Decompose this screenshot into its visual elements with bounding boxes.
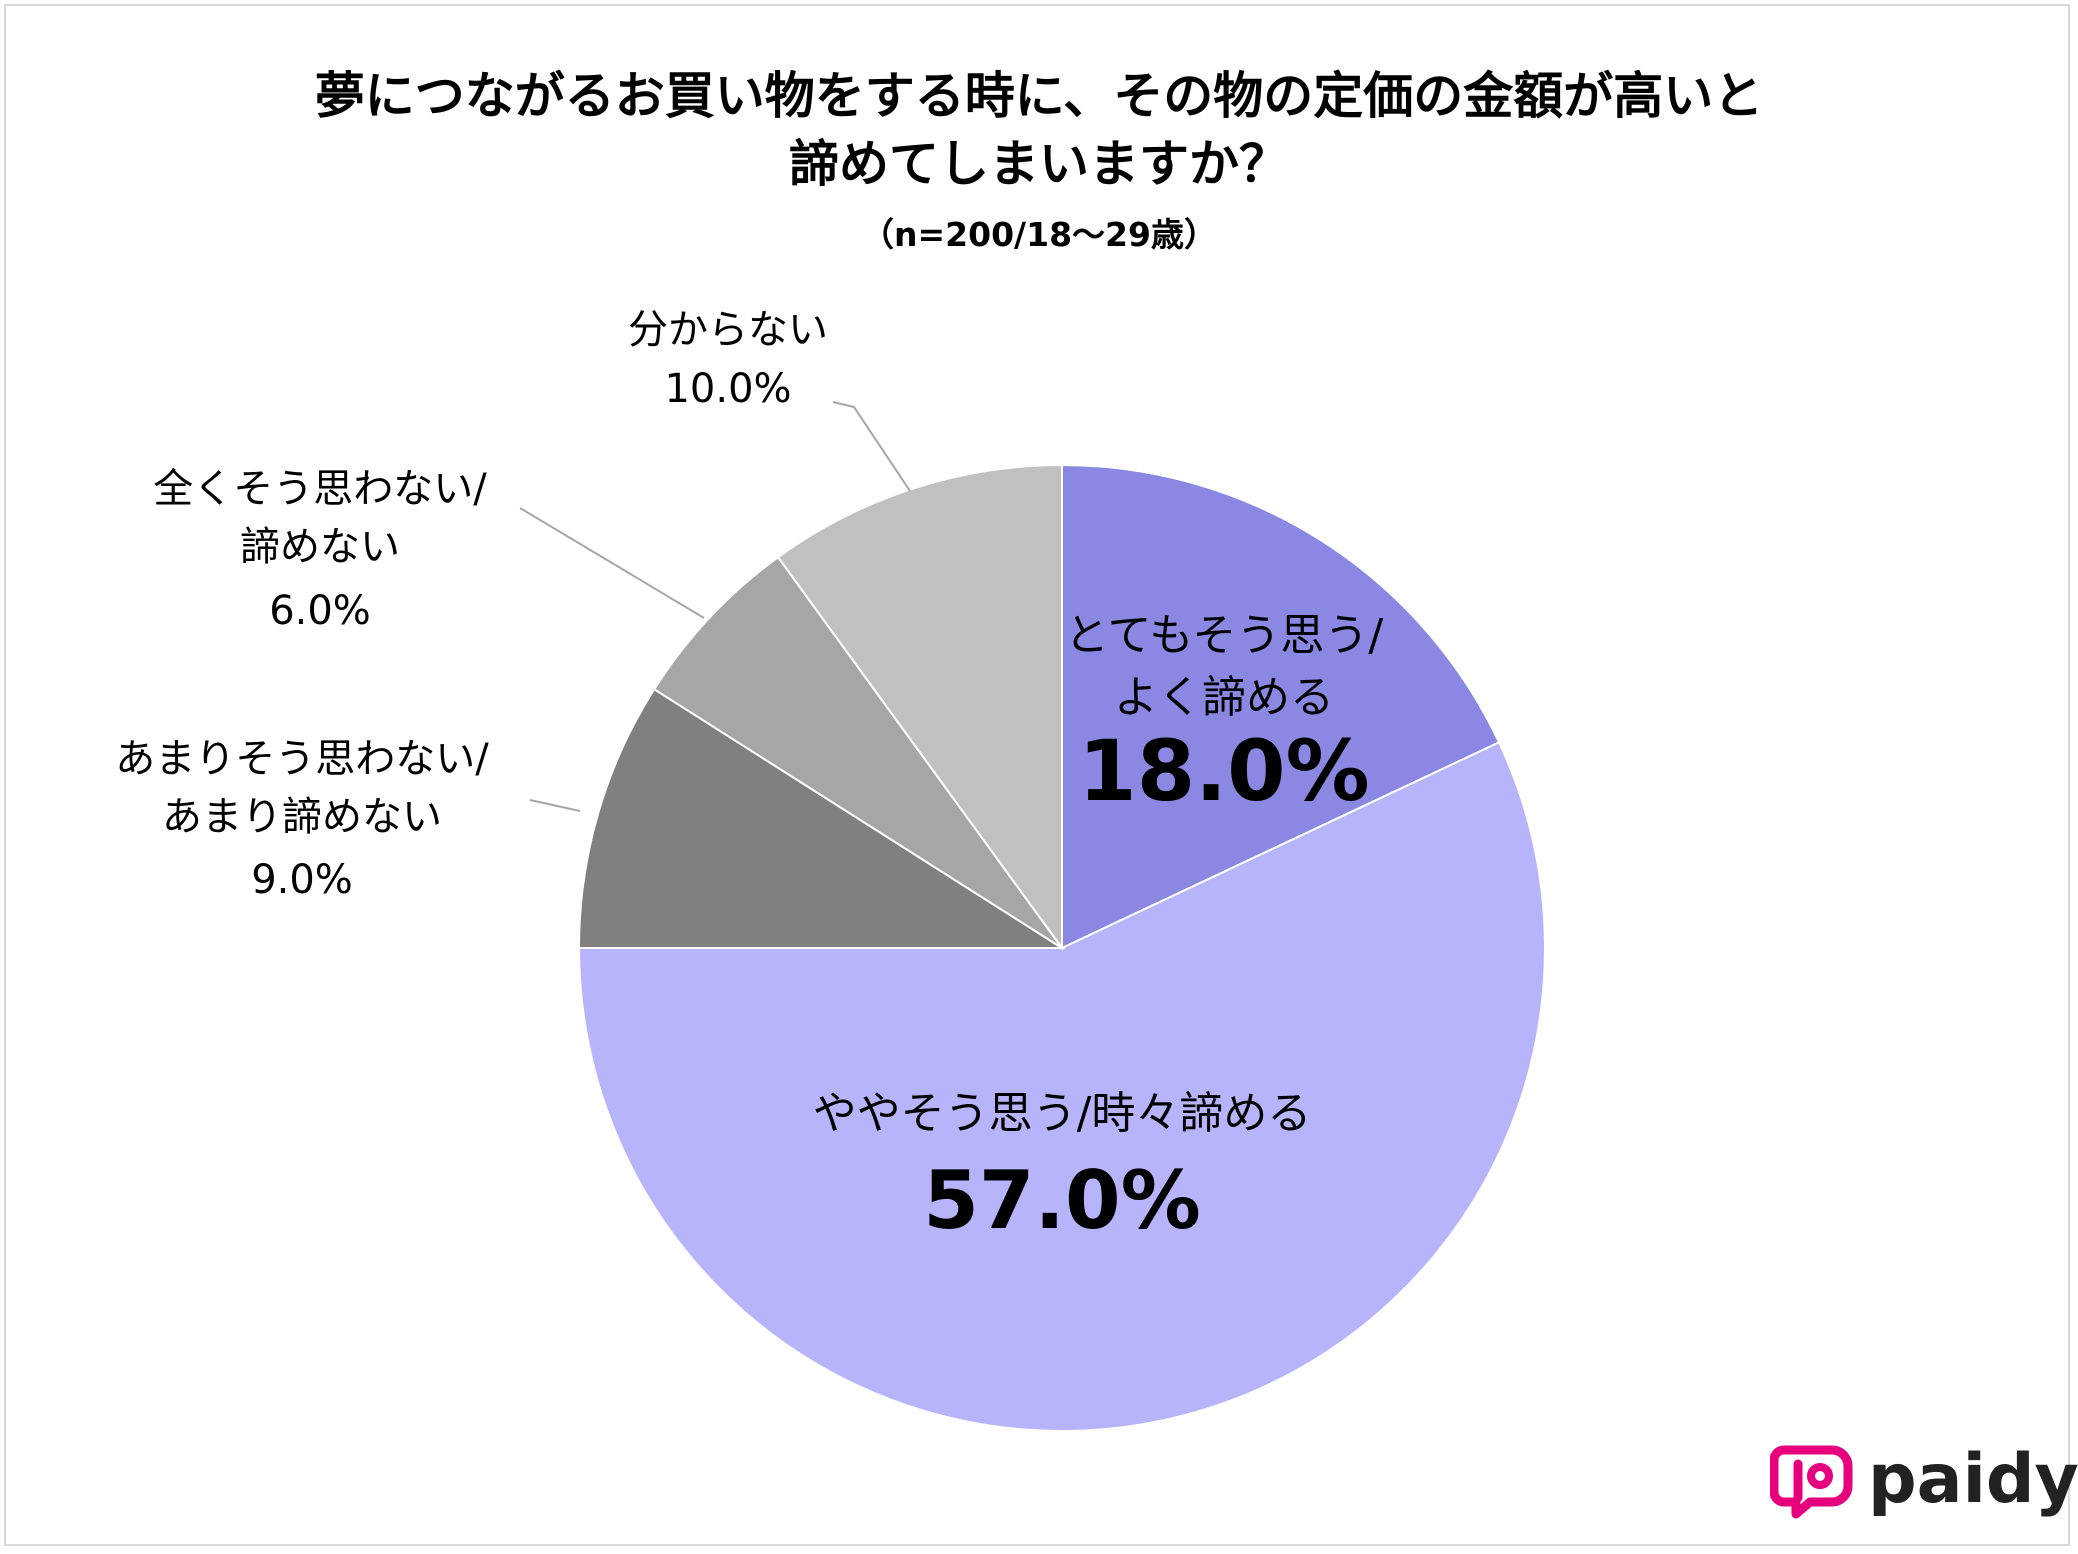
chart-subtitle: （n=200/18〜29歳）: [861, 215, 1217, 254]
pie-slice-4: [652, 555, 1063, 949]
leader-line-3: [529, 799, 581, 812]
paidy-logo-text: paidy: [1868, 1440, 2078, 1519]
pie-slice-3: [577, 687, 1066, 949]
slice-label-3-line-2: あまり諦めない: [162, 794, 442, 840]
slice-value-label-4: 6.0%: [269, 588, 371, 634]
pie-slice-1: [1061, 463, 1501, 950]
leader-line-5: [832, 401, 911, 492]
slice-value-label-1: 18.0%: [1078, 722, 1369, 820]
slice-label-4-line-1: 全くそう思わない/: [153, 466, 487, 512]
slice-label-4-line-2: 諦めない: [240, 524, 400, 570]
paidy-logo: paidy: [1769, 1440, 2078, 1522]
pie-slice-5: [776, 463, 1063, 952]
leader-line-4: [519, 507, 705, 619]
pie-slice-2: [577, 741, 1546, 1432]
paidy-logo-icon: [1769, 1445, 1853, 1519]
chart-title: 夢につながるお買い物をする時に、その物の定価の金額が高いと 諦めてしまいますか？: [0, 62, 2078, 198]
slice-label-1-line-2: よく諦める: [1114, 672, 1334, 723]
slice-label-1-line-1: とてもそう思う/: [1065, 610, 1384, 661]
slice-label-5-line-1: 分からない: [628, 307, 828, 353]
slice-label-3-line-1: あまりそう思わない/: [115, 736, 489, 782]
slice-value-label-2: 57.0%: [923, 1154, 1201, 1247]
slice-label-2-line-1: ややそう思う/時々諦める: [813, 1088, 1312, 1139]
chart-title-line-2: 諦めてしまいますか？: [789, 135, 1289, 193]
slice-value-label-3: 9.0%: [251, 857, 353, 903]
chart-title-line-1: 夢につながるお買い物をする時に、その物の定価の金額が高いと: [314, 67, 1764, 125]
slice-value-label-5: 10.0%: [664, 366, 791, 412]
